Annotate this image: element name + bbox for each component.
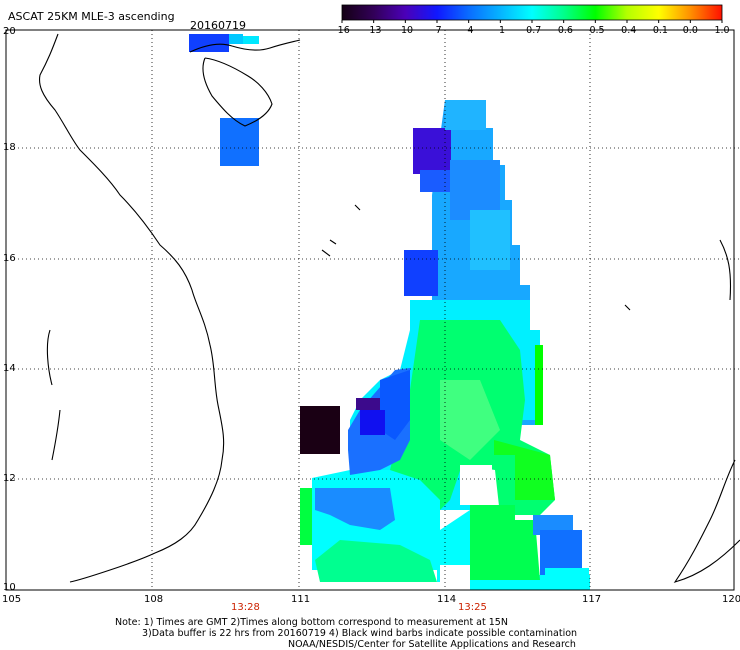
coastline-vietnam <box>38 33 225 583</box>
swath-cell <box>470 210 510 270</box>
colorbar-label: -13 <box>365 25 382 36</box>
coastline-cambodia <box>46 329 61 461</box>
map-frame <box>5 29 735 591</box>
swath-cell <box>545 568 589 583</box>
swath-cell <box>445 100 486 130</box>
swath-cell <box>229 34 243 44</box>
data-gap <box>460 465 492 505</box>
swath-cell <box>470 505 540 580</box>
lon-label-111: 111 <box>291 594 311 605</box>
map-title: ASCAT 25KM MLE-3 ascending <box>8 10 175 23</box>
swath-cell <box>300 488 312 545</box>
colorbar-label: -7 <box>432 25 442 36</box>
colorbar-label: -0.4 <box>617 25 637 36</box>
swath-data <box>189 34 590 590</box>
coastline-islands <box>321 204 631 311</box>
swath-cell <box>315 488 395 530</box>
swath-cell <box>356 398 380 410</box>
colorbar-label: -10 <box>397 25 414 36</box>
coastline-hainan <box>202 57 273 127</box>
lon-label-105: 105 <box>2 594 22 605</box>
swath-cell <box>189 34 229 52</box>
swath-cell <box>404 250 438 296</box>
lon-label-114: 114 <box>437 594 457 605</box>
colorbar-label: -4 <box>463 25 474 36</box>
time-label-east: 13:25 <box>458 602 487 613</box>
swath-cell <box>380 370 410 440</box>
swath-cell <box>315 540 437 582</box>
swath-cell <box>494 440 555 500</box>
swath-cell <box>420 170 450 192</box>
swath-cell <box>243 36 259 44</box>
data-gap <box>440 565 470 583</box>
swath-cell <box>535 345 543 425</box>
swath-cell <box>440 380 500 460</box>
lon-label-120: 120 <box>722 594 740 605</box>
colorbar-label: -0.5 <box>586 25 605 36</box>
note-line-2: 3)Data buffer is 22 hrs from 20160719 4)… <box>142 628 578 639</box>
colorbar-label: -1 <box>495 25 506 36</box>
swath-cell <box>360 410 385 435</box>
coastlines <box>38 33 740 583</box>
lat-label-14: 14 <box>3 363 16 374</box>
colorbar-gradient <box>341 4 723 21</box>
lat-label-12: 12 <box>3 473 16 484</box>
lat-label-16: 16 <box>3 253 16 264</box>
coastline-china <box>189 39 301 53</box>
lat-label-18: 18 <box>3 142 16 153</box>
swath-cell <box>220 118 259 166</box>
coastline-philippines <box>673 239 740 583</box>
colorbar-label: -16 <box>334 25 350 36</box>
note-line-3: NOAA/NESDIS/Center for Satellite Applica… <box>288 639 576 650</box>
colorbar-label: -0.1 <box>649 25 668 36</box>
note-line-1: Note: 1) Times are GMT 2)Times along bot… <box>115 617 508 628</box>
lat-label-20: 20 <box>3 26 16 37</box>
colorbar <box>341 4 723 23</box>
colorbar-label: -0.7 <box>522 25 542 36</box>
lon-label-108: 108 <box>144 594 164 605</box>
colorbar-label: 0.0 <box>682 25 698 36</box>
time-label-west: 13:28 <box>231 602 260 613</box>
colorbar-label: 1.0 <box>714 25 730 36</box>
colorbar-label: -0.6 <box>554 25 573 36</box>
swath-cell <box>300 406 340 454</box>
swath-cell <box>540 530 582 575</box>
gridlines <box>6 30 740 590</box>
lon-label-117: 117 <box>582 594 602 605</box>
lat-label-10: 10 <box>3 582 16 593</box>
map-date: 20160719 <box>190 19 246 32</box>
